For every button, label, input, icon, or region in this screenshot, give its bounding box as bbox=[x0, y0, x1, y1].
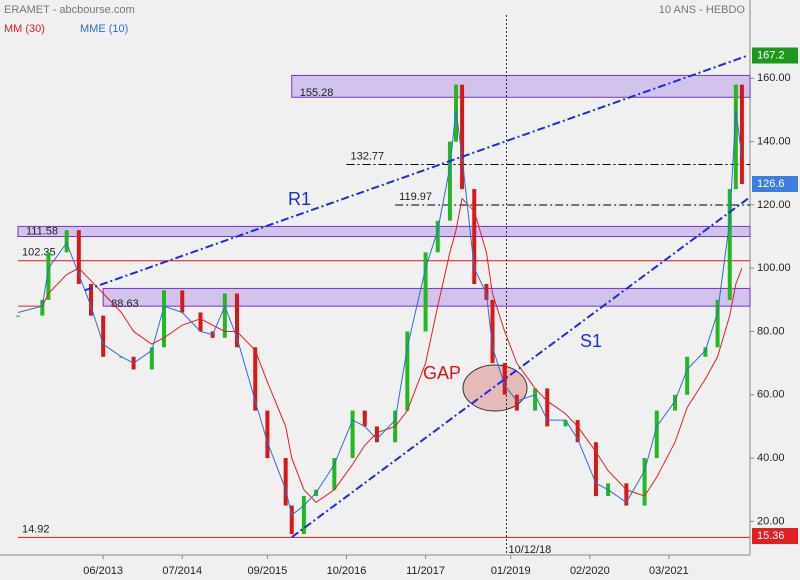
candle bbox=[64, 230, 69, 253]
candle bbox=[490, 299, 495, 364]
y-tick-label: 40.00 bbox=[757, 452, 785, 464]
candle bbox=[40, 299, 45, 316]
candle bbox=[76, 230, 81, 284]
x-tick-label: 01/2019 bbox=[491, 565, 531, 577]
candle bbox=[362, 410, 367, 427]
y-tick-label: 160.00 bbox=[757, 72, 791, 84]
candle bbox=[222, 293, 227, 338]
level-zone bbox=[291, 74, 751, 98]
candle bbox=[624, 483, 629, 506]
level-label: 14.92 bbox=[22, 523, 50, 535]
candle bbox=[16, 315, 20, 317]
candle bbox=[727, 189, 732, 300]
candle bbox=[642, 458, 647, 506]
candle bbox=[149, 347, 154, 370]
candle bbox=[533, 388, 538, 411]
candle bbox=[350, 410, 355, 459]
candle bbox=[545, 388, 550, 427]
date-marker-label: 10/12/18 bbox=[508, 544, 551, 556]
candle bbox=[301, 496, 306, 535]
candle bbox=[593, 442, 598, 497]
gap-ellipse bbox=[462, 364, 528, 412]
x-tick-label: 07/2014 bbox=[162, 565, 202, 577]
candle bbox=[101, 315, 106, 357]
level-label: 119.97 bbox=[399, 191, 432, 203]
y-tick-label: 120.00 bbox=[757, 199, 791, 211]
x-tick-label: 02/2020 bbox=[570, 565, 610, 577]
y-tick-label: 100.00 bbox=[757, 262, 791, 274]
level-label: 132.77 bbox=[351, 150, 385, 162]
trendline bbox=[84, 54, 749, 292]
candle bbox=[198, 312, 203, 332]
candle bbox=[739, 84, 744, 184]
x-tick-label: 09/2015 bbox=[248, 565, 288, 577]
moving-average bbox=[18, 197, 743, 504]
candle bbox=[89, 284, 93, 316]
chart-subtitle: 10 ANS - HEBDO bbox=[659, 4, 746, 16]
y-tick-label: 80.00 bbox=[757, 325, 785, 337]
y-tick-label: 20.00 bbox=[757, 515, 785, 527]
level-label: 88.63 bbox=[111, 298, 139, 310]
x-tick-label: 06/2013 bbox=[83, 565, 123, 577]
candle bbox=[423, 252, 428, 332]
x-tick-label: 10/2016 bbox=[327, 565, 367, 577]
candle bbox=[703, 347, 708, 357]
trendline-label: R1 bbox=[288, 189, 311, 209]
candle bbox=[673, 394, 677, 411]
candle bbox=[514, 394, 519, 411]
candle bbox=[283, 458, 288, 506]
gap-label: GAP bbox=[423, 363, 461, 383]
price-tag bbox=[752, 175, 798, 192]
candle bbox=[332, 458, 337, 490]
candle bbox=[405, 331, 410, 411]
price-tag-label: 15.36 bbox=[757, 530, 785, 542]
candle bbox=[654, 410, 659, 459]
price-tag-label: 126.6 bbox=[757, 178, 785, 190]
x-tick-label: 11/2017 bbox=[406, 565, 445, 577]
y-tick-label: 140.00 bbox=[757, 135, 791, 147]
candle bbox=[374, 426, 379, 443]
candle bbox=[715, 299, 720, 348]
candle bbox=[435, 220, 440, 253]
trendline bbox=[291, 197, 749, 538]
candle bbox=[253, 347, 258, 411]
level-label: 155.28 bbox=[300, 87, 334, 99]
candle bbox=[447, 141, 452, 221]
candle bbox=[563, 420, 568, 427]
chart-title: ERAMET - abcbourse.com bbox=[4, 4, 135, 16]
candle bbox=[265, 410, 270, 459]
price-tag-label: 167.2 bbox=[757, 49, 785, 61]
candle bbox=[180, 290, 185, 313]
x-tick-label: 03/2021 bbox=[649, 565, 689, 577]
moving-average bbox=[17, 109, 743, 516]
candle bbox=[685, 356, 690, 395]
candle bbox=[162, 290, 166, 348]
candle bbox=[289, 505, 294, 535]
candle bbox=[484, 284, 489, 300]
candle bbox=[235, 293, 239, 348]
trendline-label: S1 bbox=[580, 331, 602, 351]
candle bbox=[472, 189, 477, 284]
legend-entry: MM (30) bbox=[4, 23, 45, 35]
price-tag bbox=[752, 47, 798, 64]
candle bbox=[46, 252, 51, 300]
legend-entry: MME (10) bbox=[80, 23, 128, 35]
candle bbox=[733, 84, 738, 190]
price-tag bbox=[752, 528, 798, 545]
level-label: 111.58 bbox=[26, 225, 58, 237]
level-zone bbox=[17, 225, 751, 238]
candle bbox=[575, 420, 580, 443]
candle bbox=[502, 363, 507, 395]
y-tick-label: 60.00 bbox=[757, 389, 785, 401]
level-label: 102.35 bbox=[22, 247, 56, 259]
candle bbox=[460, 84, 465, 190]
